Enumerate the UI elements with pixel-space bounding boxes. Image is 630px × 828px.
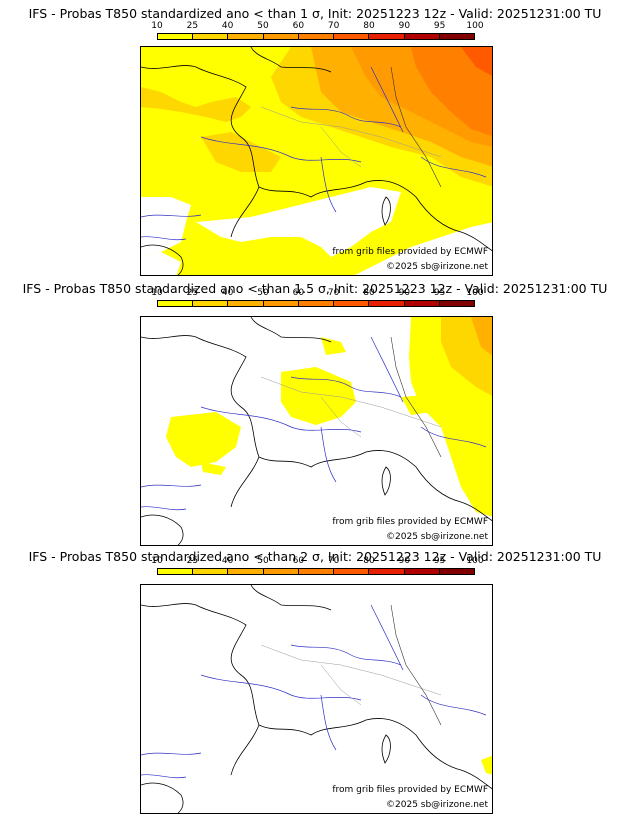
colorbar-tick-label: 40 xyxy=(221,21,234,31)
colorbar-swatch xyxy=(158,34,194,39)
colorbar-swatch xyxy=(263,301,299,306)
colorbar-swatches xyxy=(157,568,475,575)
copyright-credit: ©2025 sb@irizone.net xyxy=(386,800,488,810)
colorbar-swatch xyxy=(404,301,440,306)
colorbar-tick-label: 10 xyxy=(151,556,163,566)
colorbar-tick-label: 95 xyxy=(433,288,446,298)
data-source-credit: from grib files provided by ECMWF xyxy=(332,517,488,527)
colorbar-swatch xyxy=(193,301,229,306)
colorbar-swatch xyxy=(404,569,440,574)
colorbar-tick-label: 50 xyxy=(257,288,269,298)
colorbar-labels: 10 25 40 50 60 70 80 90 95 100 xyxy=(151,288,483,299)
colorbar-labels: 10 25 40 50 60 70 80 90 95 100 xyxy=(151,21,483,32)
colorbar-3: 10 25 40 50 60 70 80 90 95 100 xyxy=(151,556,484,579)
colorbar-tick-label: 70 xyxy=(327,556,340,566)
colorbar-swatch xyxy=(439,34,474,39)
colorbar-tick-label: 25 xyxy=(186,288,199,298)
colorbar-tick-label: 40 xyxy=(221,288,234,298)
colorbar-swatch xyxy=(439,301,474,306)
colorbar-swatch xyxy=(158,301,194,306)
colorbar-tick-label: 90 xyxy=(398,21,411,31)
colorbar-tick-label: 95 xyxy=(433,556,446,566)
colorbar-tick-label: 70 xyxy=(327,288,340,298)
colorbar-swatch xyxy=(369,301,405,306)
colorbar-tick-label: 60 xyxy=(292,288,305,298)
map-title-2: IFS - Probas T850 standardized ano < tha… xyxy=(22,281,608,296)
colorbar-tick-label: 40 xyxy=(221,556,234,566)
colorbar-tick-label: 25 xyxy=(186,556,199,566)
colorbar-swatches xyxy=(157,300,475,307)
colorbar-tick-label: 80 xyxy=(363,21,375,31)
colorbar-swatch xyxy=(298,569,335,574)
map-panel-1: from grib files provided by ECMWF ©2025 … xyxy=(140,46,493,276)
colorbar-tick-label: 25 xyxy=(186,21,199,31)
colorbar-swatch xyxy=(228,301,264,306)
colorbar-swatch xyxy=(228,34,264,39)
copyright-credit: ©2025 sb@irizone.net xyxy=(386,532,488,542)
colorbar-tick-label: 70 xyxy=(327,21,340,31)
colorbar-tick-label: 10 xyxy=(151,288,163,298)
map-title-3: IFS - Probas T850 standardized ano < tha… xyxy=(28,549,602,564)
colorbar-tick-label: 50 xyxy=(257,21,269,31)
colorbar-1: 10 25 40 50 60 70 80 90 95 100 xyxy=(151,21,484,44)
copyright-credit: ©2025 sb@irizone.net xyxy=(386,262,488,272)
probability-map-1 xyxy=(141,47,492,275)
colorbar-swatch xyxy=(369,569,405,574)
colorbar-tick-label: 80 xyxy=(363,288,375,298)
colorbar-swatch xyxy=(404,34,440,39)
probability-map-2 xyxy=(141,317,492,545)
colorbar-swatch xyxy=(228,569,264,574)
colorbar-tick-label: 10 xyxy=(151,21,163,31)
colorbar-tick-label: 80 xyxy=(363,556,375,566)
data-source-credit: from grib files provided by ECMWF xyxy=(332,247,488,257)
colorbar-tick-label: 60 xyxy=(292,556,305,566)
colorbar-tick-label: 100 xyxy=(466,556,484,566)
colorbar-swatch xyxy=(334,34,370,39)
colorbar-tick-label: 95 xyxy=(433,21,446,31)
colorbar-swatch xyxy=(369,34,405,39)
probability-map-3 xyxy=(141,585,492,813)
colorbar-swatch xyxy=(334,569,370,574)
colorbar-swatch xyxy=(193,34,229,39)
data-source-credit: from grib files provided by ECMWF xyxy=(332,785,488,795)
colorbar-swatch xyxy=(263,569,299,574)
colorbar-swatch xyxy=(193,569,229,574)
colorbar-swatch xyxy=(158,569,194,574)
map-title-1: IFS - Probas T850 standardized ano < tha… xyxy=(28,6,602,21)
colorbar-tick-label: 90 xyxy=(398,288,411,298)
colorbar-tick-label: 90 xyxy=(398,556,411,566)
colorbar-swatch xyxy=(334,301,370,306)
map-panel-3: from grib files provided by ECMWF ©2025 … xyxy=(140,584,493,814)
map-panel-2: from grib files provided by ECMWF ©2025 … xyxy=(140,316,493,546)
colorbar-tick-label: 100 xyxy=(466,21,484,31)
colorbar-swatch xyxy=(439,569,474,574)
colorbar-swatch xyxy=(263,34,299,39)
colorbar-swatch xyxy=(298,34,335,39)
colorbar-tick-label: 60 xyxy=(292,21,305,31)
colorbar-tick-label: 100 xyxy=(466,288,484,298)
colorbar-tick-label: 50 xyxy=(257,556,269,566)
colorbar-swatch xyxy=(298,301,335,306)
colorbar-2: 10 25 40 50 60 70 80 90 95 100 xyxy=(151,288,484,311)
colorbar-labels: 10 25 40 50 60 70 80 90 95 100 xyxy=(151,556,483,567)
colorbar-swatches xyxy=(157,33,475,40)
